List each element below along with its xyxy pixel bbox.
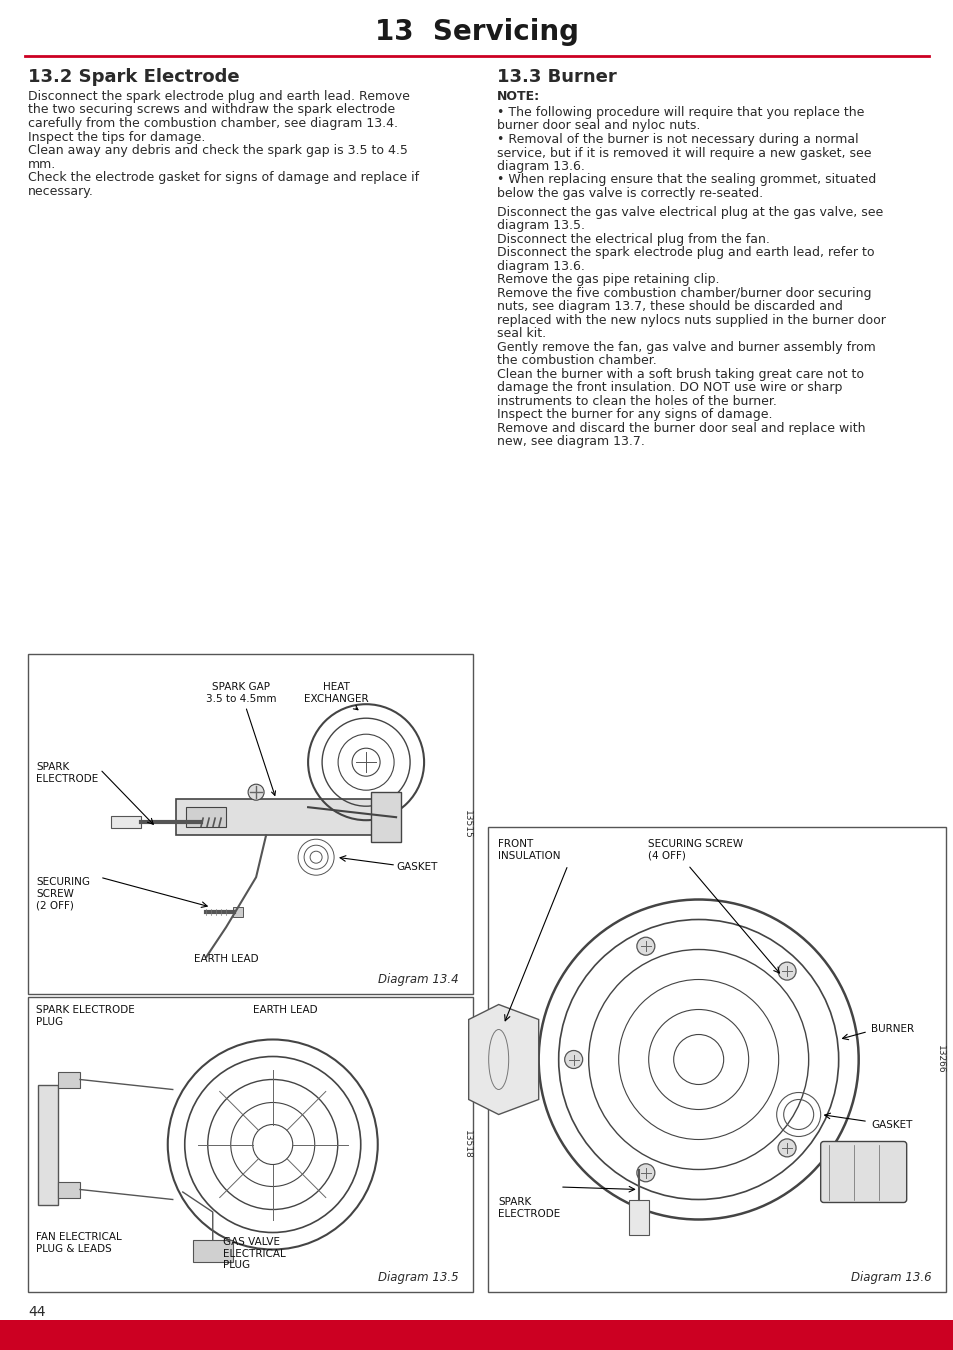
Bar [193,1241,233,1262]
Text: EARTH LEAD: EARTH LEAD [193,954,258,964]
Text: Clean away any debris and check the spark gap is 3.5 to 4.5: Clean away any debris and check the spar… [28,144,408,157]
Text: SPARK ELECTRODE
PLUG: SPARK ELECTRODE PLUG [36,1004,134,1026]
Text: Diagram 13.5: Diagram 13.5 [378,1270,458,1284]
Text: Inspect the burner for any signs of damage.: Inspect the burner for any signs of dama… [497,409,772,421]
Text: the combustion chamber.: the combustion chamber. [497,355,656,367]
Bar [488,828,945,1292]
Bar [58,1072,80,1088]
Text: burner door seal and nyloc nuts.: burner door seal and nyloc nuts. [497,120,700,132]
Bar [28,653,473,994]
Text: Remove and discard the burner door seal and replace with: Remove and discard the burner door seal … [497,423,864,435]
Bar [628,1200,648,1234]
Text: SPARK
ELECTRODE: SPARK ELECTRODE [497,1197,559,1219]
Text: Disconnect the spark electrode plug and earth lead. Remove: Disconnect the spark electrode plug and … [28,90,410,103]
Text: Check the electrode gasket for signs of damage and replace if: Check the electrode gasket for signs of … [28,171,418,184]
Bar [111,817,141,828]
Text: carefully from the combustion chamber, see diagram 13.4.: carefully from the combustion chamber, s… [28,117,397,130]
Bar [58,1181,80,1197]
Text: Diagram 13.6: Diagram 13.6 [850,1270,931,1284]
Text: • When replacing ensure that the sealing grommet, situated: • When replacing ensure that the sealing… [497,174,876,186]
Text: diagram 13.5.: diagram 13.5. [497,220,584,232]
Text: 13518: 13518 [462,1130,471,1158]
Text: • Removal of the burner is not necessary during a normal: • Removal of the burner is not necessary… [497,134,858,146]
Text: 13.3 Burner: 13.3 Burner [497,68,616,86]
FancyBboxPatch shape [820,1142,905,1203]
Circle shape [778,963,795,980]
Text: SPARK GAP
3.5 to 4.5mm: SPARK GAP 3.5 to 4.5mm [206,682,276,795]
Text: GASKET: GASKET [395,863,437,872]
Bar [38,1084,58,1204]
Text: Inspect the tips for damage.: Inspect the tips for damage. [28,131,205,143]
Text: diagram 13.6.: diagram 13.6. [497,261,584,273]
Text: 13.2 Spark Electrode: 13.2 Spark Electrode [28,68,239,86]
Text: new, see diagram 13.7.: new, see diagram 13.7. [497,436,644,448]
Bar [186,807,226,828]
Text: replaced with the new nylocs nuts supplied in the burner door: replaced with the new nylocs nuts suppli… [497,315,885,327]
Text: Clean the burner with a soft brush taking great care not to: Clean the burner with a soft brush takin… [497,369,863,381]
Text: seal kit.: seal kit. [497,328,545,340]
Text: BURNER: BURNER [870,1025,913,1034]
Text: damage the front insulation. DO NOT use wire or sharp: damage the front insulation. DO NOT use … [497,382,841,394]
Bar [28,998,473,1292]
Bar [233,907,243,917]
Text: 44: 44 [28,1305,46,1319]
Circle shape [564,1050,582,1068]
Text: 13515: 13515 [462,810,471,838]
Text: FRONT
INSULATION: FRONT INSULATION [497,838,560,860]
Text: SECURING SCREW
(4 OFF): SECURING SCREW (4 OFF) [647,838,742,860]
Text: Remove the gas pipe retaining clip.: Remove the gas pipe retaining clip. [497,274,719,286]
Text: Disconnect the spark electrode plug and earth lead, refer to: Disconnect the spark electrode plug and … [497,247,874,259]
Text: NOTE:: NOTE: [497,90,539,103]
Polygon shape [468,1004,538,1115]
Text: nuts, see diagram 13.7, these should be discarded and: nuts, see diagram 13.7, these should be … [497,301,842,313]
Text: SPARK
ELECTRODE: SPARK ELECTRODE [36,763,98,784]
Text: 13  Servicing: 13 Servicing [375,18,578,46]
Text: the two securing screws and withdraw the spark electrode: the two securing screws and withdraw the… [28,104,395,116]
Text: below the gas valve is correctly re-seated.: below the gas valve is correctly re-seat… [497,188,762,200]
Text: Disconnect the electrical plug from the fan.: Disconnect the electrical plug from the … [497,234,769,246]
Bar [176,799,395,836]
Text: SECURING
SCREW
(2 OFF): SECURING SCREW (2 OFF) [36,878,90,910]
Circle shape [778,1139,795,1157]
Circle shape [637,1164,654,1181]
Text: HEAT
EXCHANGER: HEAT EXCHANGER [303,682,368,710]
Circle shape [248,784,264,801]
Text: service, but if it is removed it will require a new gasket, see: service, but if it is removed it will re… [497,147,871,159]
Text: GASKET: GASKET [870,1119,911,1130]
Text: necessary.: necessary. [28,185,93,197]
Circle shape [637,937,654,956]
Text: Gently remove the fan, gas valve and burner assembly from: Gently remove the fan, gas valve and bur… [497,342,875,354]
Text: mm.: mm. [28,158,56,170]
Text: instruments to clean the holes of the burner.: instruments to clean the holes of the bu… [497,396,776,408]
Text: FAN ELECTRICAL
PLUG & LEADS: FAN ELECTRICAL PLUG & LEADS [36,1233,122,1254]
Text: GAS VALVE
ELECTRICAL
PLUG: GAS VALVE ELECTRICAL PLUG [222,1237,285,1270]
Text: Disconnect the gas valve electrical plug at the gas valve, see: Disconnect the gas valve electrical plug… [497,207,882,219]
Bar [0,1320,953,1350]
Text: EARTH LEAD: EARTH LEAD [253,1004,317,1015]
Text: Diagram 13.4: Diagram 13.4 [378,973,458,985]
Text: 13266: 13266 [935,1045,943,1073]
Text: Remove the five combustion chamber/burner door securing: Remove the five combustion chamber/burne… [497,288,871,300]
Text: • The following procedure will require that you replace the: • The following procedure will require t… [497,107,863,119]
Bar [371,792,400,842]
Text: diagram 13.6.: diagram 13.6. [497,161,584,173]
